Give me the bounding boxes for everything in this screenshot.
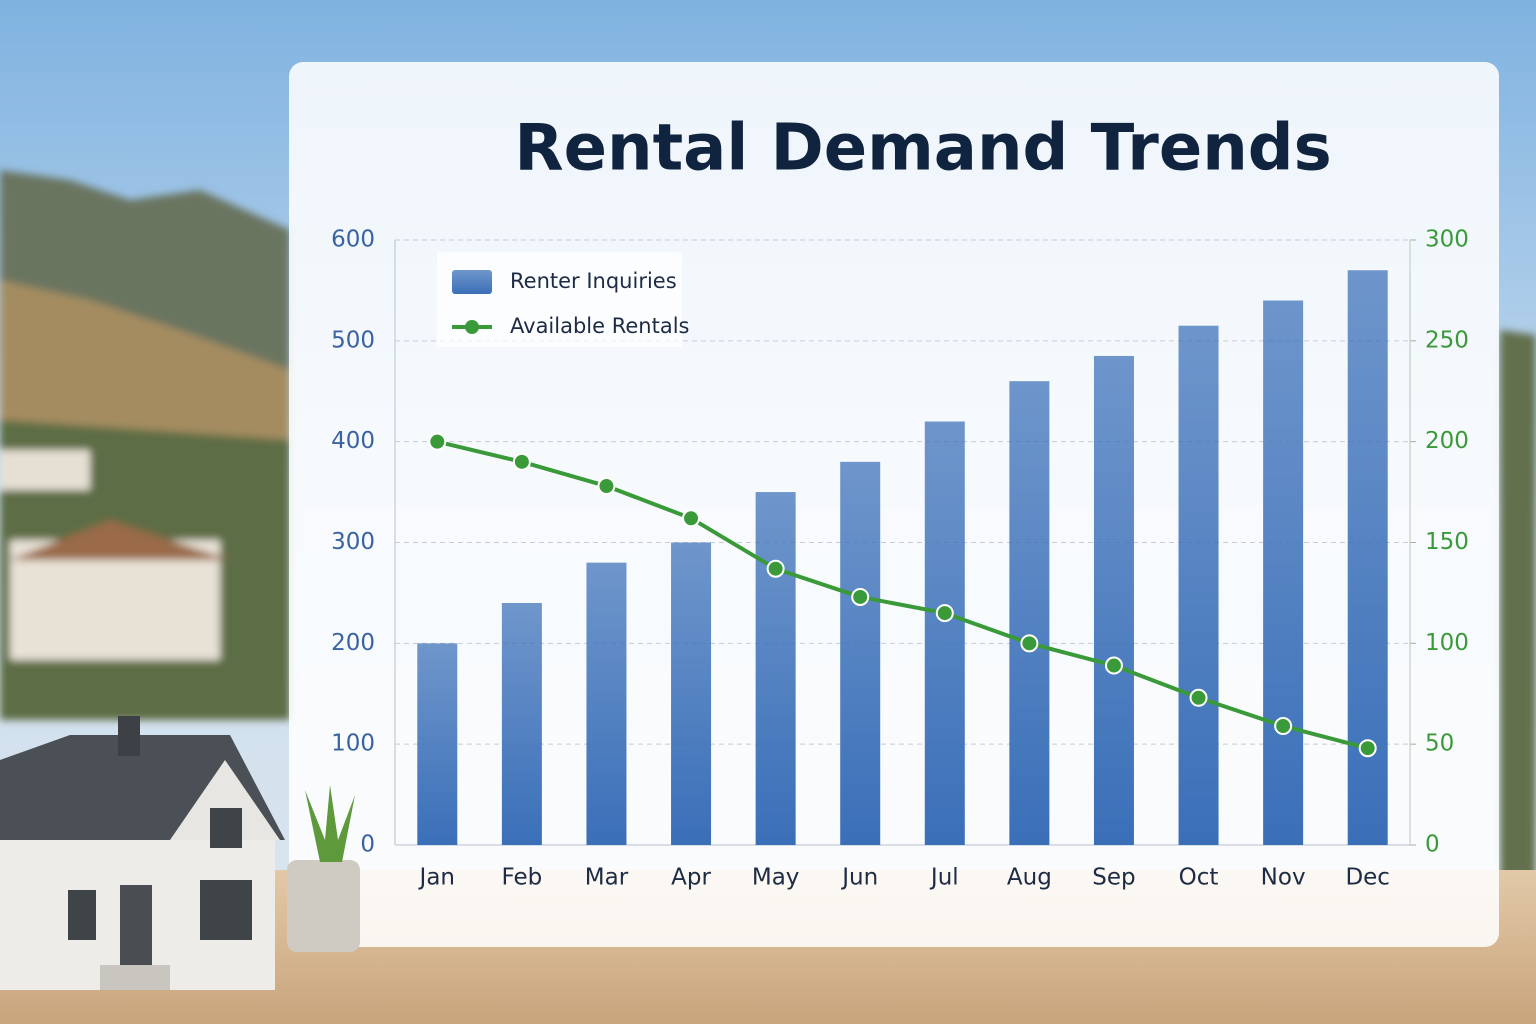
chart-panel: [289, 62, 1499, 947]
bar: [755, 492, 796, 845]
line-marker: [512, 452, 531, 471]
y2-tick-label: 250: [1425, 327, 1469, 353]
y-tick-label: 100: [331, 731, 375, 757]
line-marker: [682, 509, 701, 528]
x-tick-label: Jan: [418, 865, 455, 891]
x-tick-label: Jun: [840, 865, 878, 891]
bar: [417, 643, 458, 845]
y2-tick-label: 150: [1425, 529, 1469, 555]
line-marker: [1104, 656, 1123, 675]
line-marker: [597, 477, 616, 496]
bar: [1263, 300, 1304, 845]
x-tick-label: Mar: [585, 865, 629, 891]
bar: [671, 542, 712, 845]
legend-label: Renter Inquiries: [510, 269, 677, 293]
bar: [586, 562, 627, 845]
y-tick-label: 400: [331, 428, 375, 454]
y-tick-label: 600: [331, 227, 375, 253]
bar: [924, 421, 965, 845]
y2-tick-label: 0: [1425, 832, 1440, 858]
y-tick-label: 0: [360, 832, 375, 858]
x-tick-label: Dec: [1345, 865, 1390, 891]
line-marker: [766, 559, 785, 578]
line: [436, 439, 1369, 751]
line-marker: [1189, 688, 1208, 707]
legend-label: Available Rentals: [510, 314, 689, 338]
x-tick-label: Oct: [1179, 865, 1219, 891]
chart-title: Rental Demand Trends: [514, 112, 1331, 186]
y-tick-label: 200: [331, 630, 375, 656]
bar: [1093, 355, 1134, 845]
line-marker: [1358, 739, 1377, 758]
line-marker: [851, 587, 870, 606]
bar: [1178, 325, 1219, 845]
y2-tick-label: 50: [1425, 731, 1454, 757]
x-tick-label: Sep: [1092, 865, 1135, 891]
x-tick-label: May: [752, 865, 800, 891]
x-tick-label: Nov: [1261, 865, 1306, 891]
y2-tick-label: 100: [1425, 630, 1469, 656]
y2-tick-label: 200: [1425, 428, 1469, 454]
x-tick-label: Apr: [671, 865, 711, 891]
y-tick-label: 300: [331, 529, 375, 555]
line-marker: [1020, 634, 1039, 653]
y-tick-label: 500: [331, 327, 375, 353]
line-marker: [428, 432, 447, 451]
bar: [501, 603, 542, 845]
line-marker: [1274, 717, 1293, 736]
legend-swatch: [452, 270, 492, 294]
x-tick-label: Aug: [1007, 865, 1052, 891]
x-tick-label: Feb: [502, 865, 543, 891]
bar: [1347, 270, 1388, 845]
house-model: [0, 716, 360, 990]
legend-box: [437, 252, 682, 347]
legend-marker: [465, 320, 479, 334]
x-tick-label: Jul: [929, 865, 959, 891]
line-marker: [935, 604, 954, 623]
y2-tick-label: 300: [1425, 227, 1469, 253]
bar: [1009, 381, 1050, 845]
bar: [840, 461, 881, 845]
